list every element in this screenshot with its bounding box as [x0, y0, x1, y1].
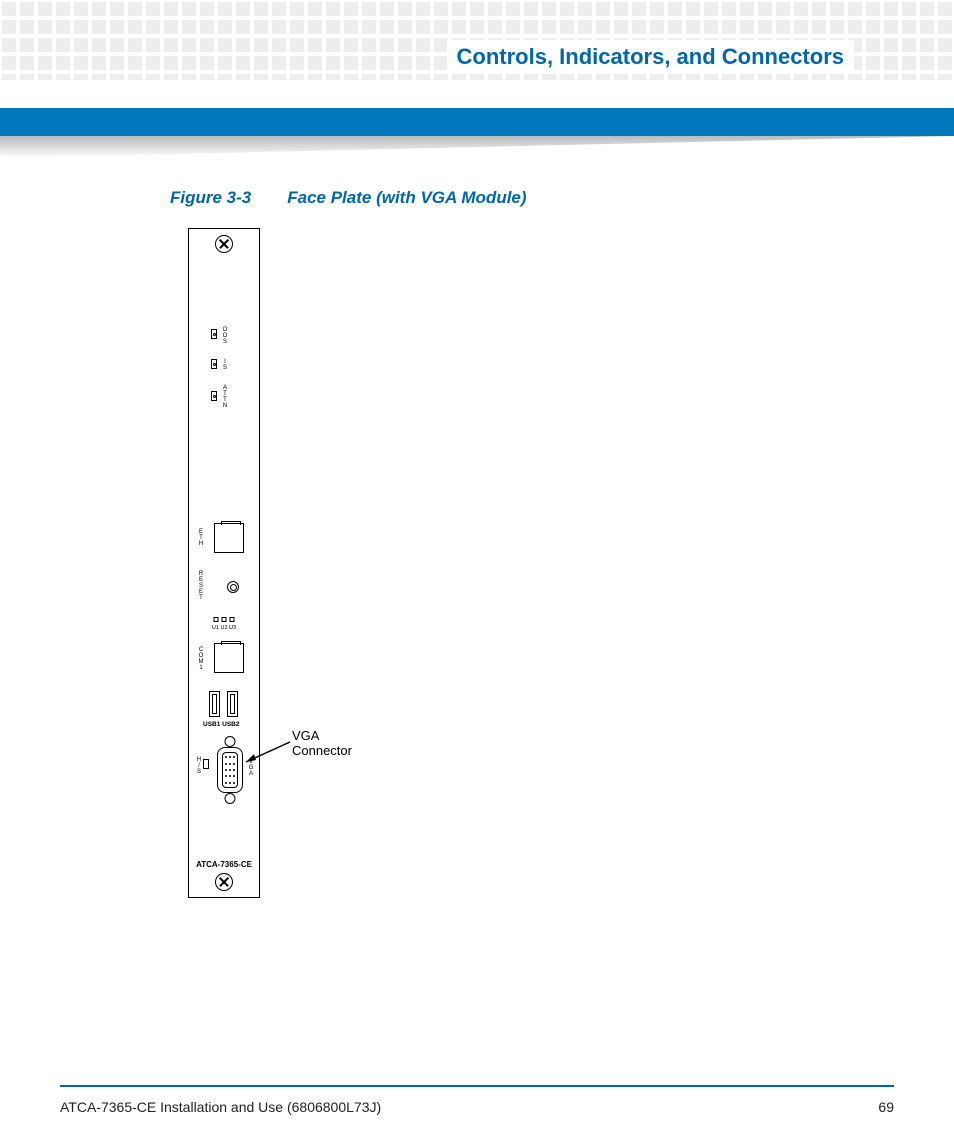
label-attn: ATTN [221, 385, 229, 409]
usb2-port [227, 691, 238, 717]
label-u123: U1 U2 U3 [212, 625, 236, 631]
header-gray-wedge [0, 136, 954, 158]
figure-title: Face Plate (with VGA Module) [287, 188, 526, 207]
user-leds [214, 617, 235, 622]
led-oos [211, 329, 217, 339]
reset-button [227, 581, 239, 593]
vga-connector [217, 747, 243, 793]
footer-page-number: 69 [878, 1099, 894, 1115]
figure-caption: Figure 3-3 Face Plate (with VGA Module) [170, 188, 527, 208]
label-hs: H/S [195, 757, 203, 775]
led-is [211, 359, 217, 369]
label-com1: COM1 [197, 647, 205, 671]
figure-diagram: OOS IS ATTN ETH RESET U1 U2 U3 COM1 USB1… [188, 228, 408, 908]
header-blue-bar [0, 108, 954, 136]
label-usb: USB1 USB2 [203, 721, 239, 728]
callout-arrow [242, 738, 292, 768]
screw-icon [215, 873, 233, 891]
eth-port [214, 523, 244, 553]
model-label: ATCA-7365-CE [196, 860, 252, 869]
com1-port [214, 643, 244, 673]
label-reset: RESET [197, 571, 205, 601]
led-attn [211, 391, 217, 401]
footer-doc-title: ATCA-7365-CE Installation and Use (68068… [60, 1099, 381, 1115]
led-hs [203, 759, 209, 769]
usb1-port [209, 691, 220, 717]
footer-rule [60, 1085, 894, 1087]
figure-number: Figure 3-3 [170, 188, 251, 207]
faceplate-outline: OOS IS ATTN ETH RESET U1 U2 U3 COM1 USB1… [188, 228, 260, 898]
screw-icon [215, 235, 233, 253]
label-oos: OOS [221, 327, 229, 345]
label-eth: ETH [197, 529, 205, 547]
label-is: IS [221, 359, 229, 371]
chapter-title: Controls, Indicators, and Connectors [447, 40, 854, 74]
callout-label: VGA Connector [292, 728, 352, 758]
